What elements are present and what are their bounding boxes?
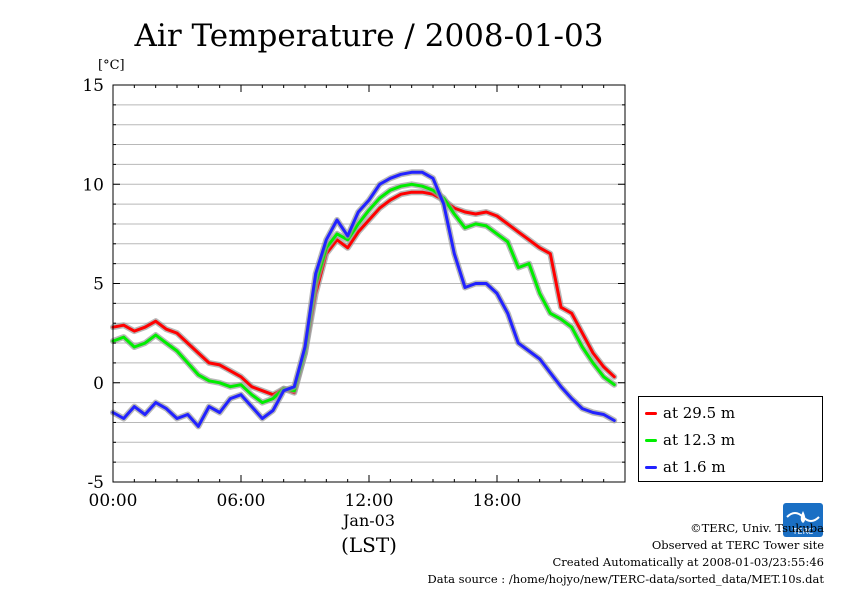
legend: at 29.5 m at 12.3 m at 1.6 m xyxy=(638,396,823,482)
legend-entry: at 29.5 m xyxy=(645,403,735,423)
series-line-2 xyxy=(111,170,616,428)
footer-site: Observed at TERC Tower site xyxy=(651,538,824,552)
y-tick-label: 0 xyxy=(93,374,104,394)
chart-title: Air Temperature / 2008-01-03 xyxy=(134,18,604,54)
y-axis: -5 0 5 10 15 xyxy=(82,76,625,493)
legend-swatch xyxy=(645,411,657,415)
x-tick-label: 12:00 xyxy=(345,491,394,511)
y-tick-label: -5 xyxy=(87,473,104,493)
legend-entry: at 1.6 m xyxy=(645,457,726,477)
footer-source: Data source : /home/hojyo/new/TERC-data/… xyxy=(427,572,824,586)
x-tick-label: 06:00 xyxy=(217,491,266,511)
x-tick-label: 18:00 xyxy=(473,491,522,511)
series-group xyxy=(110,169,618,430)
footer-created: Created Automatically at 2008-01-03/23:5… xyxy=(552,555,825,569)
legend-label: at 12.3 m xyxy=(663,431,736,449)
x-axis-date-label: Jan-03 xyxy=(341,511,395,530)
y-tick-label: 5 xyxy=(93,275,104,295)
legend-swatch xyxy=(645,465,657,469)
footer-credit: ©TERC, Univ. Tsukuba xyxy=(690,521,824,535)
series-line-0 xyxy=(111,190,616,397)
legend-swatch xyxy=(645,438,657,442)
terc-logo: TERC xyxy=(783,503,823,537)
y-tick-label: 10 xyxy=(82,175,104,195)
legend-entry: at 12.3 m xyxy=(645,430,735,450)
series-line-1 xyxy=(111,182,616,405)
x-axis: 00:00 06:00 12:00 18:00 xyxy=(89,85,626,511)
y-axis-unit-label: [°C] xyxy=(98,58,125,73)
legend-label: at 29.5 m xyxy=(663,404,736,422)
x-axis-title: (LST) xyxy=(341,533,397,557)
y-tick-label: 15 xyxy=(82,76,104,96)
legend-label: at 1.6 m xyxy=(663,458,726,476)
logo-text: TERC xyxy=(792,527,814,536)
gridlines xyxy=(113,104,625,463)
x-tick-label: 00:00 xyxy=(89,491,138,511)
series-line-halo xyxy=(110,169,618,430)
